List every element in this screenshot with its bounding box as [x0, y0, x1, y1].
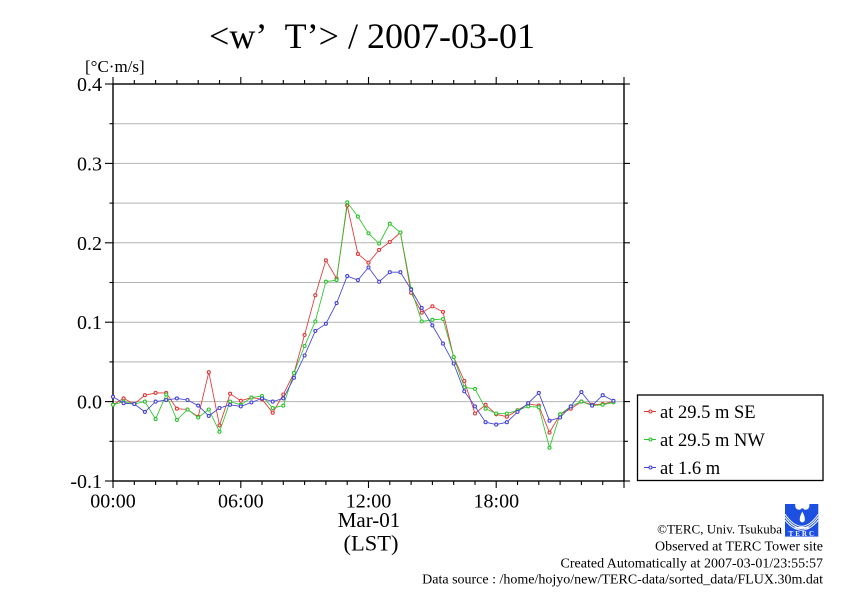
svg-text:Observed at TERC Tower site: Observed at TERC Tower site	[655, 540, 823, 555]
svg-text:0.2: 0.2	[77, 233, 102, 255]
svg-text:0.0: 0.0	[77, 392, 102, 414]
svg-text:06:00: 06:00	[218, 491, 264, 513]
svg-text:Created Automatically at 2007-: Created Automatically at 2007-03-01/23:5…	[561, 556, 823, 571]
svg-text:Mar-01: Mar-01	[338, 508, 401, 532]
svg-text:0.1: 0.1	[77, 312, 102, 334]
svg-text:<w’ T’> / 2007-03-01: <w’ T’> / 2007-03-01	[209, 16, 535, 56]
svg-text:TERC: TERC	[789, 530, 816, 538]
svg-text:at 29.5 m SE: at 29.5 m SE	[660, 403, 756, 423]
svg-text:Data source : /home/hojyo/new/: Data source : /home/hojyo/new/TERC-data/…	[422, 573, 823, 588]
svg-text:at 29.5 m NW: at 29.5 m NW	[660, 431, 765, 451]
svg-text:18:00: 18:00	[474, 491, 520, 513]
svg-text:[°C·m/s]: [°C·m/s]	[85, 57, 145, 76]
svg-text:(LST): (LST)	[344, 531, 399, 556]
svg-text:at 1.6 m: at 1.6 m	[660, 459, 721, 479]
svg-text:0.4: 0.4	[77, 74, 102, 96]
svg-text:©TERC, Univ. Tsukuba: ©TERC, Univ. Tsukuba	[657, 522, 782, 537]
svg-text:00:00: 00:00	[90, 491, 136, 513]
svg-text:12:00: 12:00	[346, 491, 392, 513]
svg-text:-0.1: -0.1	[70, 471, 102, 493]
svg-text:0.3: 0.3	[77, 153, 102, 175]
